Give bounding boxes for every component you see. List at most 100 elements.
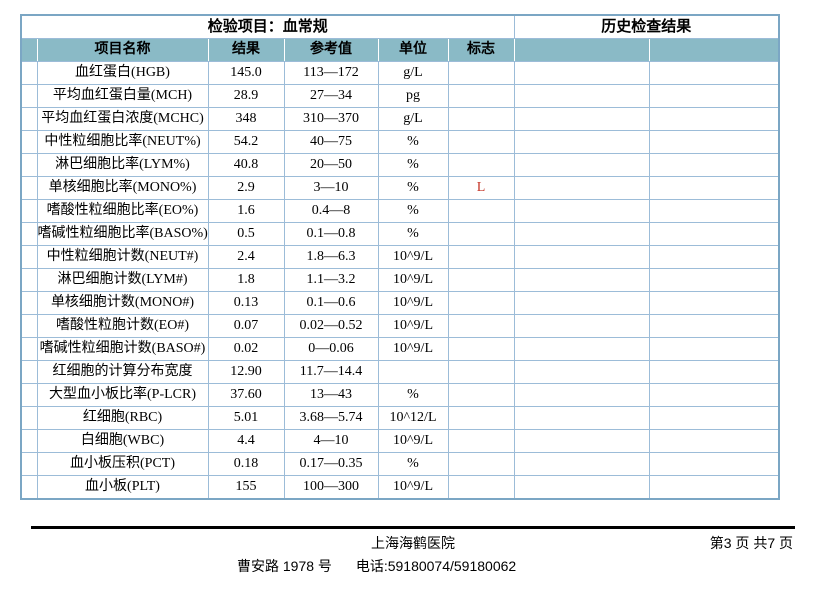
footer-divider-line bbox=[31, 526, 795, 529]
unit-cell: 10^12/L bbox=[377, 406, 449, 430]
table-row: 大型血小板比率(P-LCR) 37.60 13—43% bbox=[20, 383, 780, 407]
unit-cell: 10^9/L bbox=[377, 314, 449, 338]
flag-cell bbox=[447, 314, 515, 338]
unit-cell bbox=[377, 360, 449, 384]
test-category-title: 检验项目：血常规 bbox=[20, 14, 515, 39]
flag-cell bbox=[447, 406, 515, 430]
flag-cell bbox=[447, 153, 515, 177]
history-cell-2 bbox=[648, 245, 780, 269]
row-spacer-cell bbox=[20, 291, 38, 315]
result-cell: 2.4 bbox=[207, 245, 285, 269]
item-name-cell: 中性粒细胞比率(NEUT%) bbox=[36, 130, 209, 154]
unit-cell: 10^9/L bbox=[377, 337, 449, 361]
item-name-cell: 淋巴细胞计数(LYM#) bbox=[36, 268, 209, 292]
unit-cell: % bbox=[377, 383, 449, 407]
table-row: 血红蛋白(HGB) 145.0 113—172 g/L bbox=[20, 61, 780, 85]
result-cell: 2.9 bbox=[207, 176, 285, 200]
row-spacer-cell bbox=[20, 314, 38, 338]
reference-range-cell: 11.7—14.4 bbox=[283, 360, 379, 384]
unit-cell: 10^9/L bbox=[377, 475, 449, 500]
unit-cell: 10^9/L bbox=[377, 245, 449, 269]
history-cell-2 bbox=[648, 452, 780, 476]
history-cell-1 bbox=[513, 199, 650, 223]
item-name-cell: 血小板压积(PCT) bbox=[36, 452, 209, 476]
flag-cell bbox=[447, 107, 515, 131]
history-cell-2 bbox=[648, 268, 780, 292]
row-spacer-cell bbox=[20, 406, 38, 430]
item-name-cell: 单核细胞比率(MONO%) bbox=[36, 176, 209, 200]
flag-cell: L bbox=[447, 176, 515, 200]
history-cell-1 bbox=[513, 61, 650, 85]
item-name-cell: 平均血红蛋白浓度(MCHC) bbox=[36, 107, 209, 131]
column-header-unit: 单位 bbox=[377, 38, 449, 62]
row-spacer-cell bbox=[20, 153, 38, 177]
hospital-name: 上海海鹤医院 bbox=[371, 535, 455, 551]
result-cell: 1.6 bbox=[207, 199, 285, 223]
table-row: 单核细胞计数(MONO#) 0.13 0.1—0.6 10^9/L bbox=[20, 291, 780, 315]
column-header-history-1 bbox=[513, 38, 650, 62]
row-spacer-cell bbox=[20, 222, 38, 246]
table-row: 红细胞的计算分布宽度 12.90 11.7—14.4 bbox=[20, 360, 780, 384]
reference-range-cell: 13—43 bbox=[283, 383, 379, 407]
reference-range-cell: 4—10 bbox=[283, 429, 379, 453]
history-cell-1 bbox=[513, 107, 650, 131]
history-cell-2 bbox=[648, 383, 780, 407]
history-cell-2 bbox=[648, 107, 780, 131]
table-row: 白细胞(WBC) 4.4 4—10 10^9/L bbox=[20, 429, 780, 453]
lab-results-table: 检验项目：血常规 历史检查结果 项目名称 结果 参考值 单位 标志 血红蛋白(H… bbox=[20, 14, 781, 500]
flag-cell bbox=[447, 360, 515, 384]
item-name-cell: 红细胞的计算分布宽度 bbox=[36, 360, 209, 384]
flag-cell bbox=[447, 222, 515, 246]
row-spacer-cell bbox=[20, 268, 38, 292]
result-cell: 155 bbox=[207, 475, 285, 500]
flag-cell bbox=[447, 383, 515, 407]
column-header-flag: 标志 bbox=[447, 38, 515, 62]
row-spacer-cell bbox=[20, 452, 38, 476]
table-row: 淋巴细胞计数(LYM#) 1.8 1.1—3.2 10^9/L bbox=[20, 268, 780, 292]
row-spacer-cell bbox=[20, 475, 38, 500]
row-spacer-cell bbox=[20, 383, 38, 407]
history-cell-2 bbox=[648, 337, 780, 361]
flag-cell bbox=[447, 475, 515, 500]
result-cell: 145.0 bbox=[207, 61, 285, 85]
reference-range-cell: 20—50 bbox=[283, 153, 379, 177]
item-name-cell: 血红蛋白(HGB) bbox=[36, 61, 209, 85]
result-cell: 0.13 bbox=[207, 291, 285, 315]
column-header-result: 结果 bbox=[207, 38, 285, 62]
history-cell-2 bbox=[648, 360, 780, 384]
reference-range-cell: 40—75 bbox=[283, 130, 379, 154]
history-cell-1 bbox=[513, 245, 650, 269]
row-spacer-cell bbox=[20, 107, 38, 131]
history-cell-1 bbox=[513, 360, 650, 384]
result-cell: 348 bbox=[207, 107, 285, 131]
table-row: 血小板(PLT) 155 100—300 10^9/L bbox=[20, 475, 780, 500]
flag-cell bbox=[447, 199, 515, 223]
item-name-cell: 嗜碱性粒细胞计数(BASO#) bbox=[36, 337, 209, 361]
table-row: 中性粒细胞比率(NEUT%) 54.2 40—75% bbox=[20, 130, 780, 154]
history-results-header: 历史检查结果 bbox=[513, 14, 780, 39]
item-name-cell: 嗜酸性粒胞计数(EO#) bbox=[36, 314, 209, 338]
item-name-cell: 单核细胞计数(MONO#) bbox=[36, 291, 209, 315]
history-cell-2 bbox=[648, 84, 780, 108]
history-cell-1 bbox=[513, 429, 650, 453]
history-cell-2 bbox=[648, 199, 780, 223]
history-cell-2 bbox=[648, 61, 780, 85]
result-cell: 0.18 bbox=[207, 452, 285, 476]
reference-range-cell: 27—34 bbox=[283, 84, 379, 108]
result-cell: 40.8 bbox=[207, 153, 285, 177]
history-cell-1 bbox=[513, 176, 650, 200]
item-name-cell: 红细胞(RBC) bbox=[36, 406, 209, 430]
history-cell-1 bbox=[513, 452, 650, 476]
table-row: 嗜碱性粒细胞计数(BASO#) 0.02 0—0.06 10^9/L bbox=[20, 337, 780, 361]
reference-range-cell: 0—0.06 bbox=[283, 337, 379, 361]
table-row: 嗜碱性粒细胞比率(BASO%) 0.5 0.1—0.8% bbox=[20, 222, 780, 246]
result-cell: 12.90 bbox=[207, 360, 285, 384]
table-row: 红细胞(RBC) 5.01 3.68—5.74 10^12/L bbox=[20, 406, 780, 430]
history-cell-1 bbox=[513, 291, 650, 315]
history-cell-2 bbox=[648, 153, 780, 177]
unit-cell: 10^9/L bbox=[377, 268, 449, 292]
row-spacer-cell bbox=[20, 130, 38, 154]
page-indicator: 第3 页 共7 页 bbox=[709, 535, 793, 551]
history-cell-1 bbox=[513, 337, 650, 361]
history-cell-1 bbox=[513, 383, 650, 407]
